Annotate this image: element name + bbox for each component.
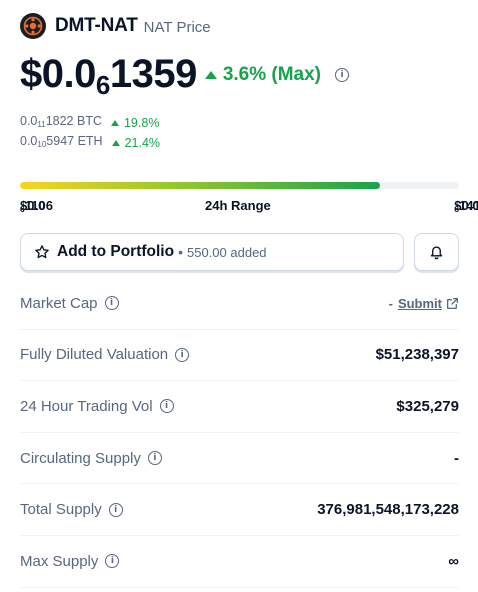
external-link-icon[interactable]	[446, 297, 459, 310]
portfolio-label: Add to Portfolio	[57, 243, 175, 260]
stat-value: 376,981,548,173,228	[317, 501, 459, 519]
stat-label: 24 Hour Trading Vol	[20, 397, 153, 415]
info-icon[interactable]: i	[147, 451, 162, 466]
coin-name: DMT-NAT	[55, 15, 138, 36]
info-icon[interactable]: i	[175, 347, 190, 362]
info-icon[interactable]: i	[108, 502, 123, 517]
btc-price: 0.0111822 BTC	[20, 114, 102, 129]
up-arrow-icon	[111, 140, 120, 146]
price-row: $0.061359 3.6% (Max) i	[20, 52, 350, 101]
up-arrow-icon	[110, 120, 119, 126]
range-fill	[20, 182, 380, 189]
stats-table: Market Cap i - Submit Fully Diluted Valua…	[20, 278, 459, 588]
up-arrow-icon	[204, 71, 217, 79]
stat-label: Circulating Supply	[20, 449, 141, 467]
stat-label: Max Supply	[20, 552, 99, 570]
portfolio-separator: •	[178, 244, 183, 260]
stat-value: $51,238,397	[375, 346, 459, 364]
stat-label: Total Supply	[20, 501, 102, 519]
btc-price-row: 0.0111822 BTC 19.8%	[20, 113, 160, 133]
price-change: 3.6% (Max) i	[204, 64, 350, 86]
stat-label: Market Cap	[20, 294, 98, 312]
stat-row-total-supply: Total Supply i 376,981,548,173,228	[20, 484, 459, 536]
market-cap-dash: -	[388, 295, 393, 311]
info-icon[interactable]: i	[335, 68, 350, 82]
bell-icon	[430, 246, 443, 260]
stat-row-circulating: Circulating Supply i -	[20, 433, 459, 485]
submit-link[interactable]: Submit	[397, 295, 442, 311]
info-icon[interactable]: i	[105, 554, 120, 569]
stat-row-fdv: Fully Diluted Valuation i $51,238,397	[20, 330, 459, 382]
stat-label: Fully Diluted Valuation	[20, 346, 169, 364]
price-alert-button[interactable]	[414, 233, 459, 271]
range-high: $0.061415	[454, 198, 478, 214]
info-icon[interactable]: i	[104, 296, 119, 311]
stat-value: ∞	[448, 552, 459, 570]
range-label: 24h Range	[205, 198, 271, 213]
stat-value: -	[454, 449, 459, 467]
eth-change: 21.4%	[111, 135, 160, 152]
eth-price-row: 0.0105947 ETH 21.4%	[20, 133, 160, 153]
stat-row-max-supply: Max Supply i ∞	[20, 536, 459, 588]
info-icon[interactable]: i	[159, 399, 174, 414]
price-change-value: 3.6% (Max)	[222, 64, 322, 85]
alt-prices: 0.0111822 BTC 19.8% 0.0105947 ETH 21.4%	[20, 113, 160, 153]
dmt-logo-icon	[20, 13, 46, 39]
stat-row-volume: 24 Hour Trading Vol i $325,279	[20, 381, 459, 433]
stat-value: $325,279	[396, 397, 459, 415]
coin-subtitle: NAT Price	[143, 18, 211, 36]
eth-price: 0.0105947 ETH	[20, 134, 103, 149]
star-icon	[35, 245, 49, 259]
range-low: $0.0 6 1106	[20, 198, 53, 214]
stat-row-market-cap: Market Cap i - Submit	[20, 278, 459, 330]
market-cap-value: - Submit	[389, 296, 459, 311]
add-to-portfolio-button[interactable]: Add to Portfolio • 550.00 added	[20, 233, 404, 271]
coin-header: DMT-NAT NAT Price	[20, 12, 211, 40]
range-bar	[20, 182, 459, 189]
btc-change: 19.8%	[110, 115, 159, 132]
current-price: $0.061359	[20, 52, 197, 100]
portfolio-added-count: 550.00 added	[187, 244, 267, 260]
